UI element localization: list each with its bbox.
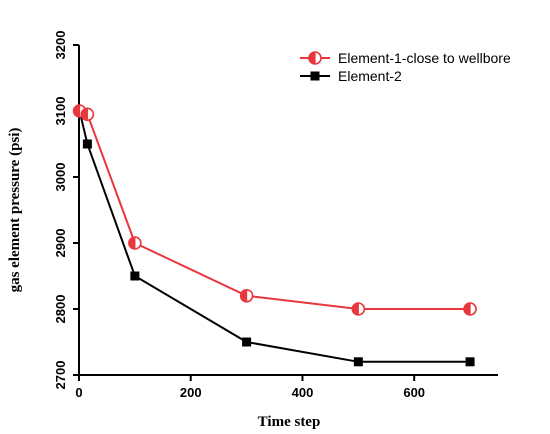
marker-fill	[128, 237, 135, 249]
marker-fill	[81, 108, 88, 121]
legend-marker-element-2	[310, 71, 320, 81]
legend-item-element-2: Element-2	[300, 68, 402, 84]
marker-fill	[464, 303, 471, 315]
marker-fill	[240, 289, 247, 302]
y-tick-label: 2900	[53, 229, 68, 258]
y-tick-label: 2800	[53, 295, 68, 324]
legend-marker-element-1	[308, 51, 322, 65]
x-tick-label: 600	[403, 385, 425, 400]
x-ticks: 0 200 400 600	[75, 375, 425, 400]
marker-fill	[73, 105, 80, 117]
x-tick-label: 200	[180, 385, 202, 400]
legend-label-element-2: Element-2	[338, 68, 402, 84]
data-point-element-2	[465, 357, 475, 367]
y-axis-title: gas element pressure (psi)	[7, 128, 23, 293]
data-point-element-2	[242, 337, 252, 347]
data-point-element-1	[128, 236, 142, 250]
x-axis-title: Time step	[258, 414, 321, 430]
data-point-element-1	[239, 288, 254, 303]
axes	[78, 45, 498, 376]
y-ticks: 2700 2800 2900 3000 3100 3200	[53, 31, 79, 390]
y-tick-label: 3200	[53, 31, 68, 60]
data-point-element-1	[80, 107, 95, 122]
series-line-2	[78, 110, 471, 363]
legend: Element-1-close to wellbore Element-2	[300, 50, 511, 84]
x-tick-label: 400	[292, 385, 314, 400]
y-tick-label: 2700	[53, 361, 68, 390]
x-tick-label: 0	[75, 385, 82, 400]
data-point-element-2	[82, 139, 92, 149]
data-point-element-2	[353, 357, 363, 367]
data-point-element-1	[463, 302, 477, 316]
legend-symbol-element-1	[308, 51, 322, 65]
series-layer	[72, 104, 477, 367]
y-tick-label: 3100	[53, 97, 68, 126]
marker-fill	[352, 303, 359, 315]
legend-label-element-1: Element-1-close to wellbore	[338, 50, 511, 66]
legend-item-element-1: Element-1-close to wellbore	[300, 50, 511, 66]
legend-symbol-element-2	[310, 71, 320, 81]
data-point-element-1	[351, 302, 366, 316]
marker-fill	[309, 52, 315, 64]
data-point-element-2	[130, 271, 140, 281]
y-tick-label: 3000	[53, 163, 68, 192]
